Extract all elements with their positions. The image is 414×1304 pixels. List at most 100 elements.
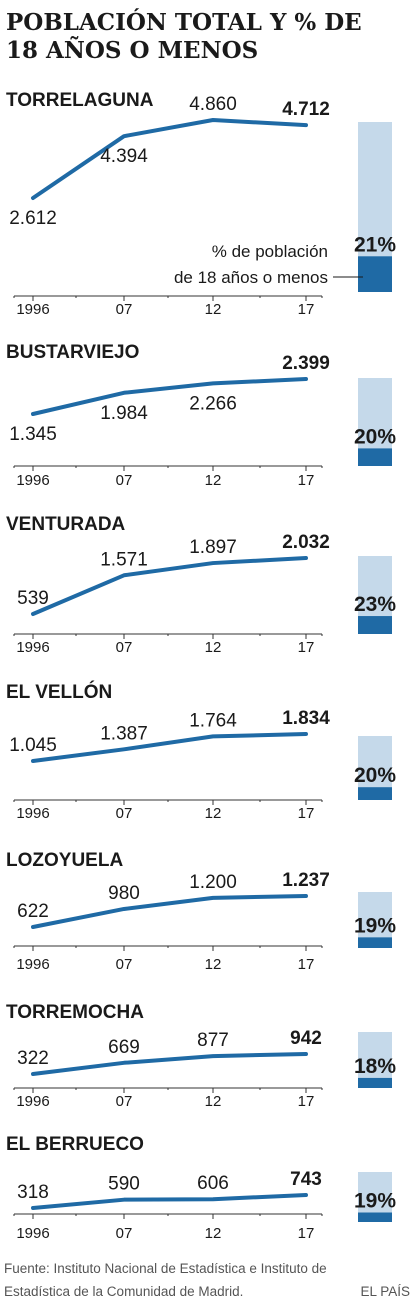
data-label: 322 (17, 1048, 49, 1069)
population-line (31, 1193, 308, 1210)
source-line-1: Fuente: Instituto Nacional de Estadístic… (4, 1261, 327, 1276)
x-tick-label: 12 (205, 1093, 222, 1110)
population-line (31, 1052, 308, 1076)
x-tick-label: 12 (205, 805, 222, 822)
bar-fill (358, 787, 392, 800)
data-label: 4.394 (100, 146, 148, 167)
panel-title: EL BERRUECO (6, 1134, 144, 1155)
source-line-2: Estadística de la Comunidad de Madrid. (4, 1284, 243, 1299)
bar-percentage-label: 19% (354, 1190, 396, 1213)
data-label: 318 (17, 1182, 49, 1203)
x-tick-label: 17 (298, 301, 315, 318)
panel: TORRELAGUNA 2.612 4.394 4.860 4.712 1996 07 12 1… (6, 90, 396, 318)
panel: TORREMOCHA 322 669 877 942 1996 07 12 17 18% (6, 1002, 396, 1110)
bar-percentage-label: 23% (354, 593, 396, 616)
panels: TORRELAGUNA 2.612 4.394 4.860 4.712 1996 07 12 1… (6, 90, 396, 1242)
bar-percentage-label: 18% (354, 1055, 396, 1078)
population-line (31, 894, 308, 929)
x-tick-label: 07 (116, 1093, 133, 1110)
data-label: 2.399 (282, 353, 330, 374)
x-tick-label: 1996 (16, 472, 49, 489)
x-tick-label: 17 (298, 956, 315, 973)
panel: EL BERRUECO 318 590 606 743 1996 07 12 17 19% (6, 1134, 396, 1242)
x-tick-label: 1996 (16, 639, 49, 656)
bar-fill (358, 937, 392, 948)
panel: VENTURADA 539 1.571 1.897 2.032 1996 07 12 17 23% (6, 514, 396, 656)
bar-fill (358, 1077, 392, 1088)
data-label: 4.712 (282, 99, 330, 120)
panel-title: LOZOYUELA (6, 850, 123, 871)
bar-percentage-label: 20% (354, 764, 396, 787)
data-label: 1.571 (100, 549, 148, 570)
data-label: 1.237 (282, 870, 330, 891)
panel-title: VENTURADA (6, 514, 126, 535)
panel-title: BUSTARVIEJO (6, 342, 139, 363)
x-tick-label: 17 (298, 1093, 315, 1110)
x-tick-label: 07 (116, 805, 133, 822)
data-label: 1.387 (100, 723, 148, 744)
chart-title-line-1: POBLACIÓN TOTAL Y % DE (6, 9, 362, 36)
x-tick-label: 17 (298, 472, 315, 489)
panel: EL VELLÓN 1.045 1.387 1.764 1.834 1996 07 12 17 2… (6, 681, 396, 822)
bar-percentage-label: 21% (354, 233, 396, 256)
x-tick-label: 17 (298, 805, 315, 822)
panel: LOZOYUELA 622 980 1.200 1.237 1996 07 12 17 19% (6, 850, 396, 973)
data-label: 539 (17, 588, 49, 609)
x-tick-label: 1996 (16, 1225, 49, 1242)
population-line (31, 377, 308, 416)
data-label: 1.200 (189, 872, 237, 893)
bar-fill (358, 256, 392, 292)
x-tick-label: 1996 (16, 805, 49, 822)
x-tick-label: 07 (116, 1225, 133, 1242)
data-label: 743 (290, 1169, 322, 1190)
x-tick-label: 07 (116, 639, 133, 656)
data-label: 942 (290, 1028, 322, 1049)
panel: BUSTARVIEJO 1.345 1.984 2.266 2.399 1996 07 12 1… (6, 342, 396, 489)
population-line (31, 556, 308, 616)
legend-note-line-2: de 18 años o menos (174, 268, 328, 287)
data-label: 2.612 (9, 208, 57, 229)
panel-title: TORRELAGUNA (6, 90, 154, 111)
data-label: 980 (108, 883, 140, 904)
bar-fill (358, 1212, 392, 1222)
population-line (31, 732, 308, 763)
data-label: 1.345 (9, 424, 57, 445)
data-label: 2.032 (282, 532, 330, 553)
legend-note-line-1: % de población (212, 242, 328, 261)
x-tick-label: 07 (116, 472, 133, 489)
panel-title: EL VELLÓN (6, 681, 112, 703)
panel-title: TORREMOCHA (6, 1002, 144, 1023)
data-label: 669 (108, 1037, 140, 1058)
data-label: 2.266 (189, 393, 237, 414)
bar-percentage-label: 19% (354, 914, 396, 937)
data-label: 877 (197, 1030, 229, 1051)
x-tick-label: 07 (116, 956, 133, 973)
x-tick-label: 12 (205, 301, 222, 318)
chart-title-line-2: 18 AÑOS O MENOS (6, 37, 258, 64)
x-tick-label: 12 (205, 639, 222, 656)
x-tick-label: 17 (298, 639, 315, 656)
bar-fill (358, 616, 392, 634)
x-tick-label: 17 (298, 1225, 315, 1242)
data-label: 606 (197, 1173, 229, 1194)
x-tick-label: 12 (205, 956, 222, 973)
bar-fill (358, 448, 392, 466)
data-label: 1.764 (189, 710, 237, 731)
credit: EL PAÍS (360, 1284, 410, 1299)
data-label: 1.834 (282, 708, 330, 729)
x-tick-label: 07 (116, 301, 133, 318)
data-label: 1.897 (189, 537, 237, 558)
x-tick-label: 1996 (16, 1093, 49, 1110)
x-tick-label: 12 (205, 472, 222, 489)
x-tick-label: 1996 (16, 301, 49, 318)
x-tick-label: 1996 (16, 956, 49, 973)
data-label: 590 (108, 1174, 140, 1195)
data-label: 1.984 (100, 403, 148, 424)
bar-percentage-label: 20% (354, 425, 396, 448)
data-label: 622 (17, 901, 49, 922)
x-tick-label: 12 (205, 1225, 222, 1242)
population-line (31, 118, 308, 200)
data-label: 1.045 (9, 735, 57, 756)
data-label: 4.860 (189, 94, 237, 115)
